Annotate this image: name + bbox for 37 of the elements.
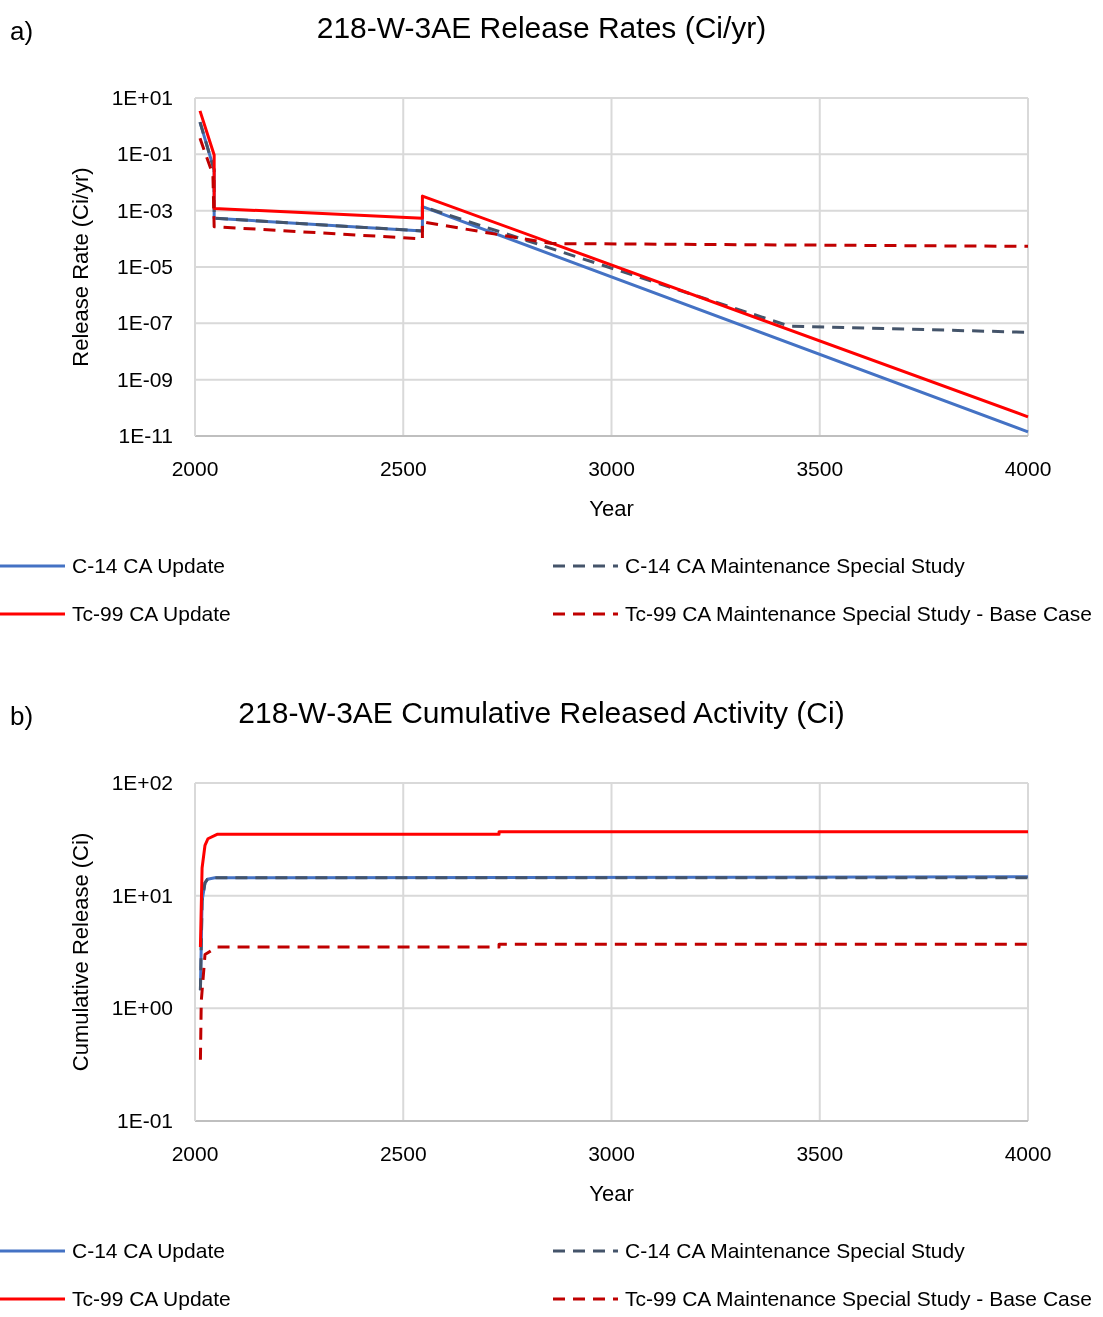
chart-title: 218-W-3AE Cumulative Released Activity (Ci) bbox=[238, 696, 845, 729]
chart-title: 218-W-3AE Release Rates (Ci/yr) bbox=[316, 11, 767, 44]
y-tick-label: 1E+01 bbox=[111, 86, 173, 109]
y-tick-label: 1E-03 bbox=[116, 198, 173, 222]
legend-label: C-14 CA Update bbox=[72, 1239, 225, 1262]
y-tick-label: 1E-09 bbox=[116, 367, 173, 391]
x-tick-label: 3500 bbox=[796, 1142, 844, 1165]
legend-label: Tc-99 CA Update bbox=[72, 602, 231, 625]
y-axis-title: Release Rate (Ci/yr) bbox=[68, 167, 93, 367]
legend-label: Tc-99 CA Maintenance Special Study - Base Case bbox=[625, 1287, 1092, 1310]
text: b) bbox=[10, 701, 34, 731]
x-tick-label: 2000 bbox=[171, 1142, 219, 1165]
x-tick-label: 2500 bbox=[379, 457, 427, 480]
legend-label: C-14 CA Maintenance Special Study bbox=[625, 1239, 966, 1262]
x-tick-label: 3500 bbox=[796, 457, 844, 480]
y-tick-label: 1E+01 bbox=[111, 883, 173, 907]
legend-label: C-14 CA Update bbox=[72, 554, 225, 577]
y-axis-title: Cumulative Release (Ci) bbox=[68, 832, 93, 1072]
legend-label: Tc-99 CA Update bbox=[72, 1287, 231, 1310]
legend-label: C-14 CA Maintenance Special Study bbox=[625, 554, 966, 577]
text: a) bbox=[10, 16, 34, 46]
y-tick-label: 1E+00 bbox=[111, 996, 173, 1020]
x-tick-label: 4000 bbox=[1004, 457, 1052, 480]
y-tick-label: 1E-01 bbox=[116, 142, 173, 166]
x-tick-label: 2500 bbox=[379, 1142, 427, 1165]
legend-label: Tc-99 CA Maintenance Special Study - Base Case bbox=[625, 602, 1092, 625]
x-tick-label: 3000 bbox=[588, 457, 635, 480]
x-axis-title: Year bbox=[589, 496, 634, 521]
y-tick-label: 1E-05 bbox=[116, 255, 173, 278]
y-tick-label: 1E-11 bbox=[118, 424, 173, 447]
y-tick-label: 1E-07 bbox=[116, 311, 173, 335]
y-tick-label: 1E-01 bbox=[116, 1109, 173, 1132]
y-tick-label: 1E+02 bbox=[111, 771, 173, 794]
x-axis-title: Year bbox=[589, 1181, 634, 1206]
x-tick-label: 3000 bbox=[588, 1142, 635, 1165]
x-tick-label: 2000 bbox=[171, 457, 219, 480]
x-tick-label: 4000 bbox=[1004, 1142, 1052, 1165]
